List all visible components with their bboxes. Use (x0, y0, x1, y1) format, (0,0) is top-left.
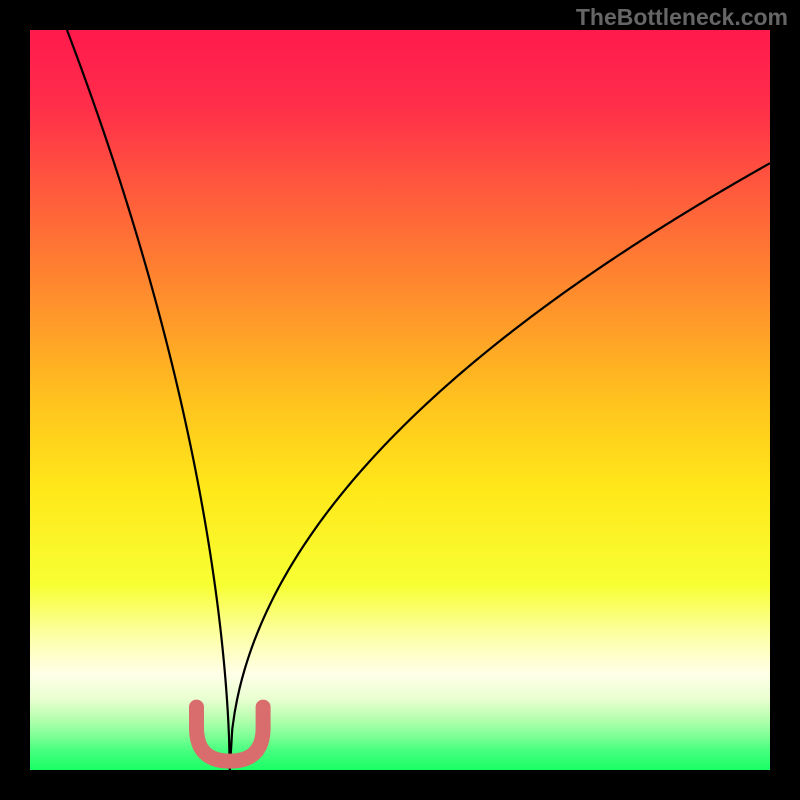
chart-outer: TheBottleneck.com (0, 0, 800, 800)
watermark-text: TheBottleneck.com (576, 4, 788, 31)
plot-background (30, 30, 770, 770)
chart-svg (0, 0, 800, 800)
